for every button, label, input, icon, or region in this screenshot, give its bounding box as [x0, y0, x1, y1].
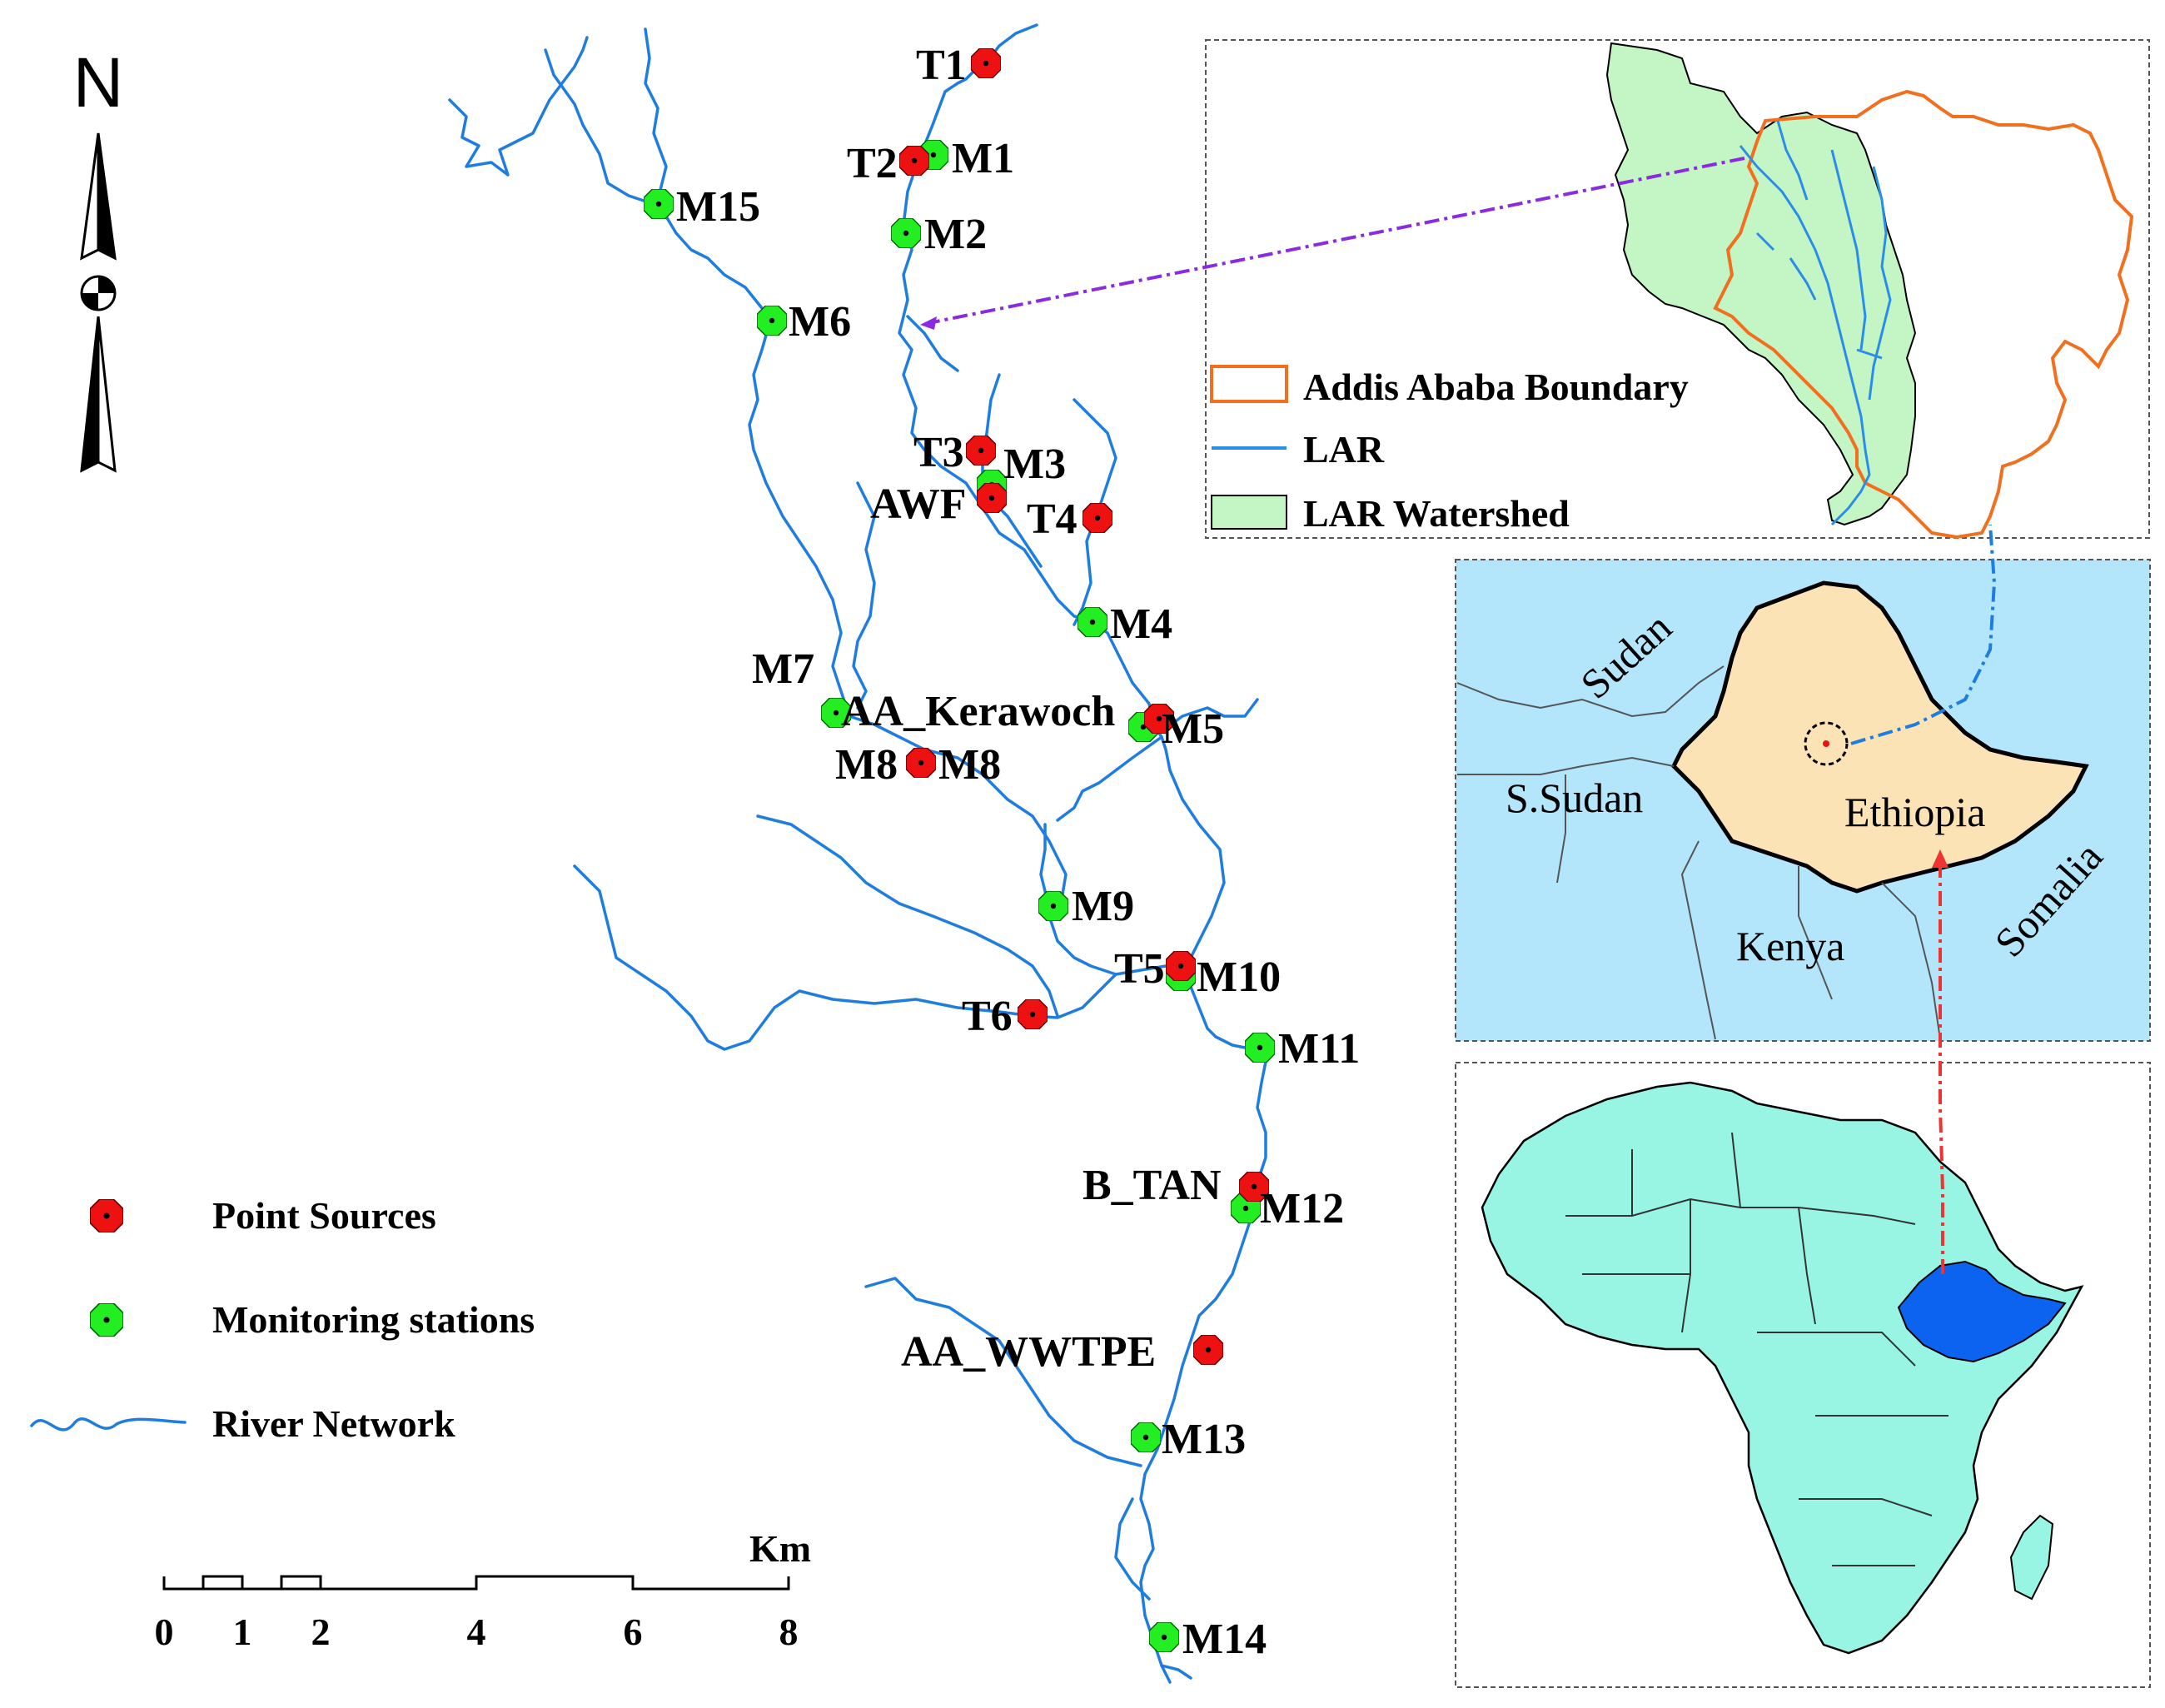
- inset-watershed: Addis Ababa Boundary LAR LAR Watershed: [1205, 39, 2150, 540]
- inset-africa: [1455, 1062, 2151, 1688]
- label-m14: M14: [1182, 1616, 1267, 1663]
- label-wwtpe: AA_WWTPE: [901, 1328, 1156, 1376]
- scale-tick-4: 4: [467, 1611, 486, 1653]
- legend-river-symbol: [30, 1417, 187, 1432]
- label-m9: M9: [1072, 883, 1134, 930]
- label-m3: M3: [1003, 441, 1066, 488]
- source-t2-marker: [899, 146, 929, 176]
- label-kerawoch: AA_Kerawoch: [841, 688, 1115, 735]
- label-t3: T3: [913, 429, 964, 476]
- source-wwtpe-marker: [1193, 1335, 1223, 1365]
- connector-ethiopia: [1939, 849, 1944, 1274]
- station-m11-marker: [1245, 1033, 1275, 1063]
- label-t2: T2: [847, 140, 898, 187]
- north-label: N: [73, 43, 124, 122]
- station-m2-marker: [891, 218, 921, 248]
- label-m13: M13: [1162, 1416, 1246, 1463]
- label-m8-station: M8: [938, 741, 1001, 789]
- inset-region: Sudan S.Sudan Ethiopia Kenya Somalia: [1455, 559, 2151, 1042]
- source-t5-marker: [1166, 951, 1196, 981]
- label-m4: M4: [1110, 600, 1172, 648]
- connector-watershed: [919, 157, 1745, 326]
- scale-tick-0: 0: [155, 1611, 174, 1653]
- legend-lar-watershed: LAR Watershed: [1303, 492, 1570, 535]
- scale-unit: Km: [749, 1527, 811, 1570]
- label-m10: M10: [1197, 954, 1281, 1001]
- label-t1: T1: [916, 42, 967, 89]
- scale-tick-8: 8: [779, 1611, 799, 1653]
- source-awf-marker: [977, 483, 1007, 513]
- source-m8-marker: [906, 748, 936, 778]
- label-m15: M15: [676, 183, 760, 231]
- site-labels: T1 T2 M1 M2 M6 M15 T3 M3 AWF T4 M4 M7 AA…: [676, 42, 1360, 1663]
- country-ethiopia: Ethiopia: [1844, 789, 1985, 835]
- legend-point-sources: Point Sources: [212, 1194, 436, 1237]
- label-awf: AWF: [870, 481, 967, 528]
- scale-tick-1: 1: [233, 1611, 252, 1653]
- label-m2: M2: [924, 211, 987, 258]
- legend-river-network: River Network: [212, 1402, 455, 1445]
- label-m12: M12: [1260, 1185, 1344, 1232]
- station-m6-marker: [757, 306, 787, 336]
- label-m5: M5: [1162, 705, 1224, 753]
- label-m1: M1: [952, 135, 1014, 182]
- scale-tick-2: 2: [311, 1611, 331, 1653]
- legend-lar: LAR: [1303, 428, 1385, 471]
- source-t3-marker: [966, 436, 996, 466]
- label-m11: M11: [1278, 1025, 1360, 1073]
- river-network: [448, 23, 1267, 1684]
- station-m15-marker: [644, 189, 674, 219]
- label-m8-source: M8: [835, 741, 898, 789]
- country-kenya: Kenya: [1736, 923, 1845, 969]
- scale-tick-6: 6: [624, 1611, 643, 1653]
- label-t4: T4: [1027, 495, 1078, 543]
- map-legend: Point Sources Monitoring stations River …: [30, 1194, 535, 1445]
- station-m13-marker: [1131, 1422, 1161, 1452]
- station-m9-marker: [1038, 891, 1068, 921]
- legend-monitoring-symbol: [90, 1303, 123, 1337]
- legend-monitoring-stations: Monitoring stations: [212, 1298, 535, 1341]
- station-m4-marker: [1078, 607, 1107, 637]
- scale-bar: Km 0 1 2 4 6 8: [155, 1527, 812, 1653]
- label-m7: M7: [752, 645, 814, 693]
- label-t6: T6: [962, 993, 1013, 1040]
- label-btan: B_TAN: [1082, 1162, 1222, 1209]
- source-t1-marker: [971, 48, 1001, 78]
- label-t5: T5: [1114, 945, 1165, 993]
- north-arrow: N: [73, 43, 124, 473]
- label-m6: M6: [789, 298, 851, 346]
- source-t6-marker: [1018, 999, 1048, 1029]
- source-t4-marker: [1082, 503, 1112, 533]
- country-s-sudan: S.Sudan: [1506, 774, 1643, 821]
- legend-point-source-symbol: [90, 1199, 123, 1232]
- connector-addis: [1850, 524, 1997, 745]
- station-m14-marker: [1149, 1622, 1179, 1652]
- legend-addis-boundary: Addis Ababa Boundary: [1303, 366, 1689, 408]
